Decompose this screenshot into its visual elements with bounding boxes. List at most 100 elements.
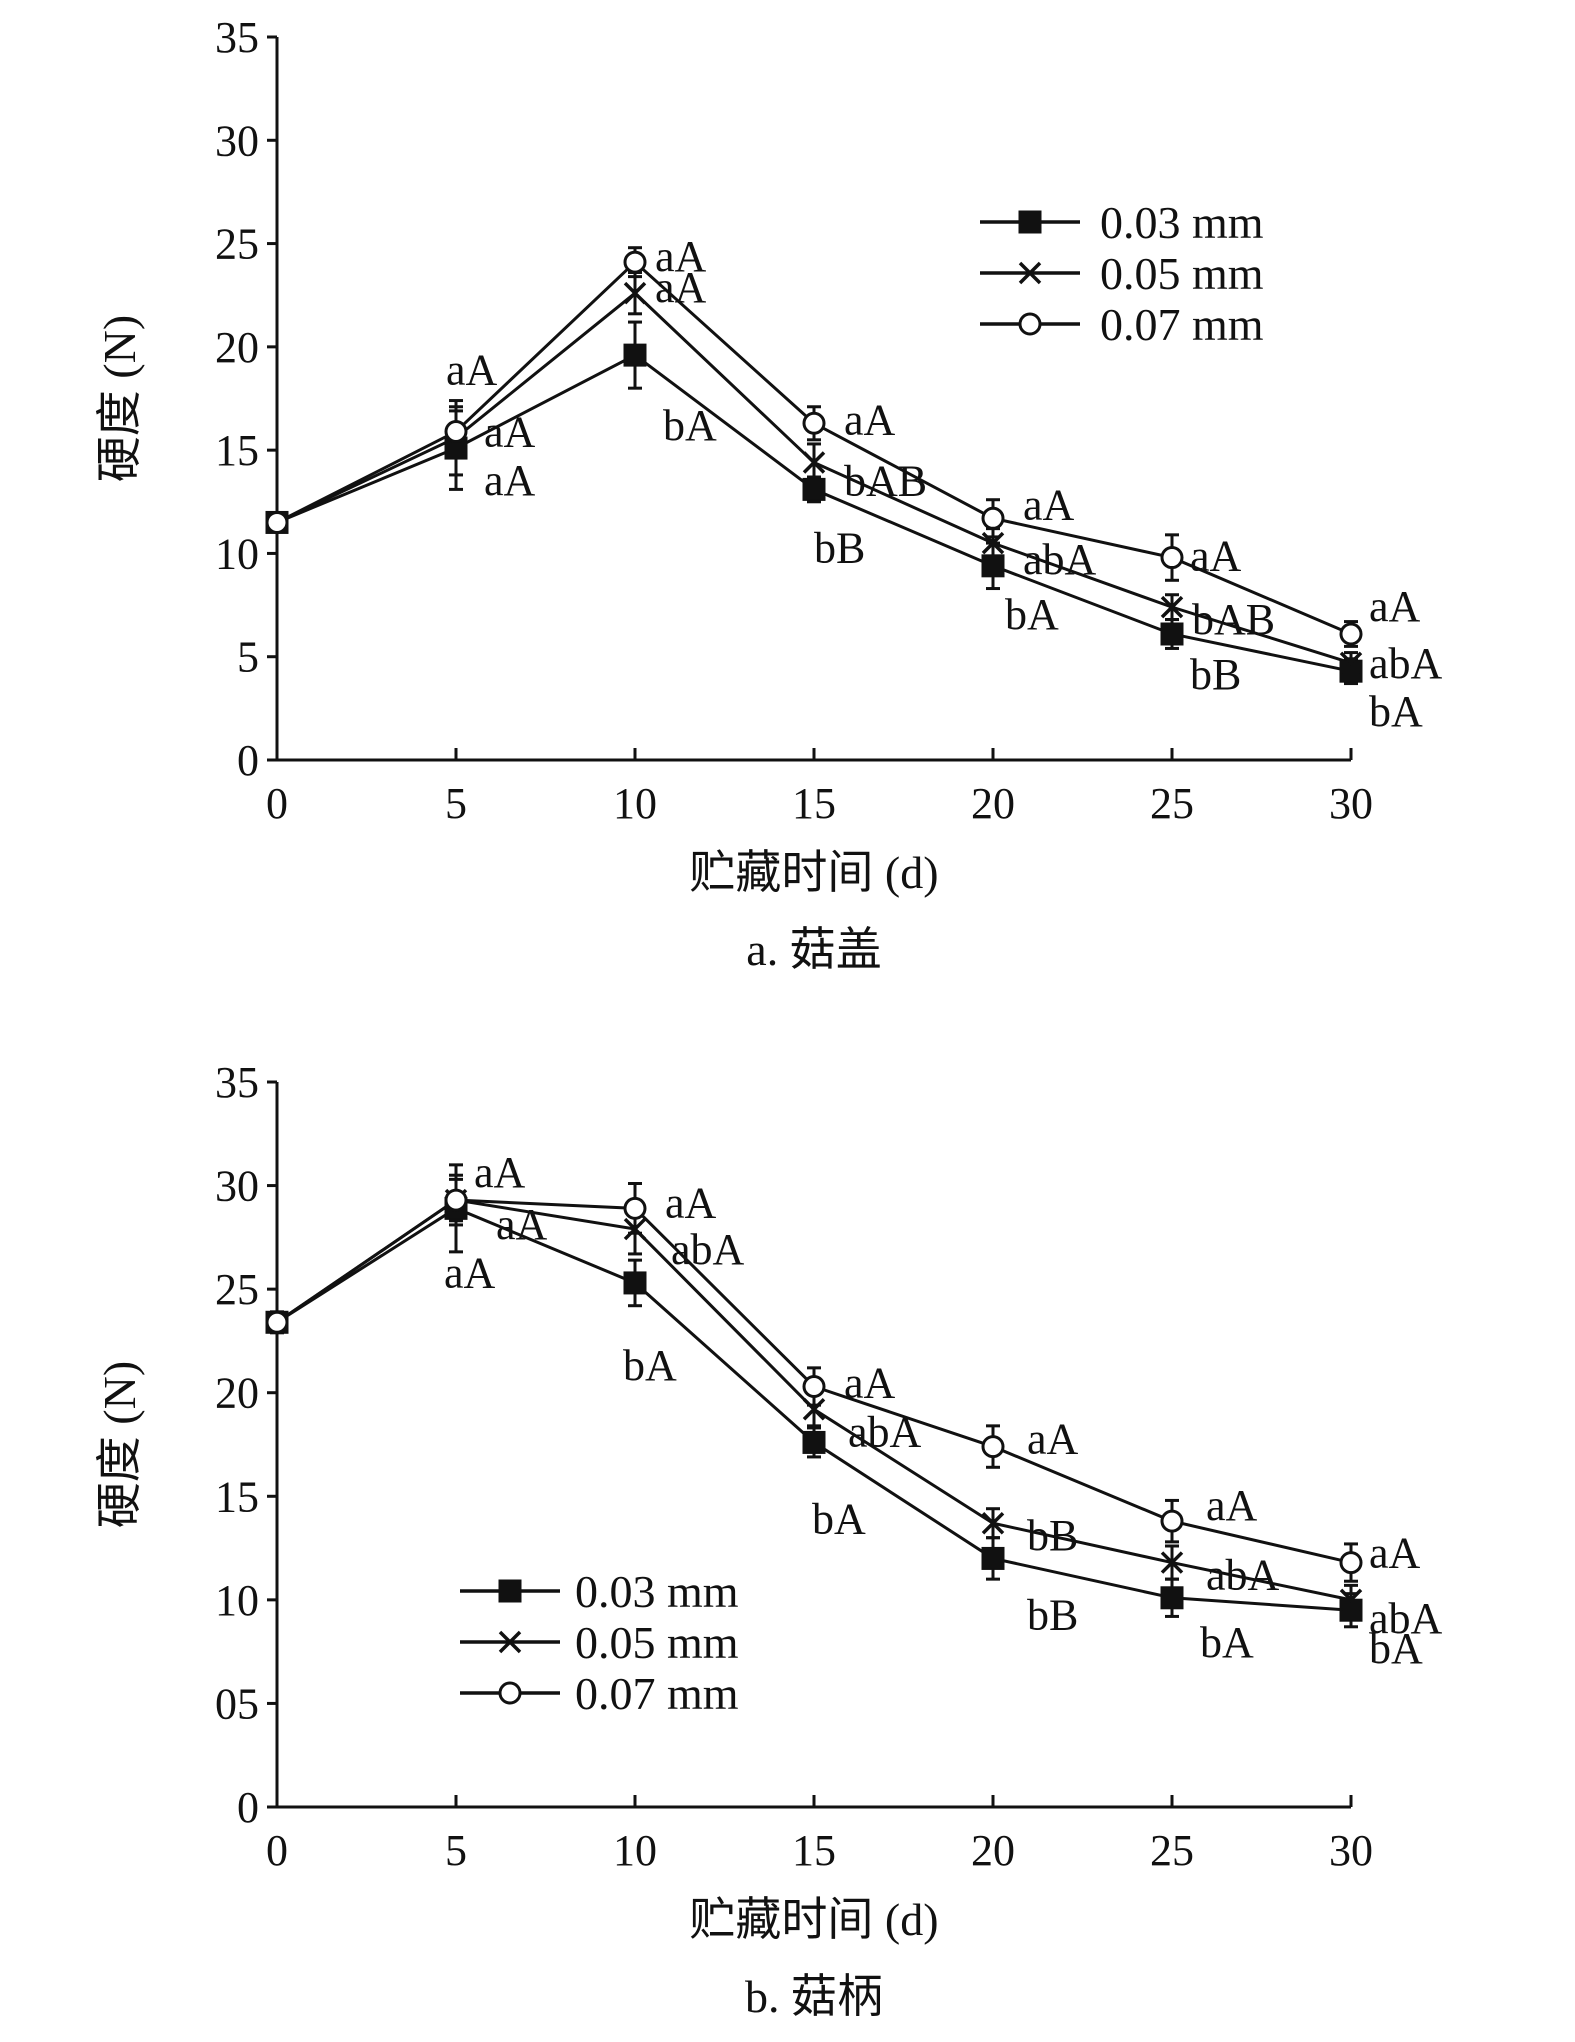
y-tick-label: 10 bbox=[215, 1576, 259, 1625]
x-tick-label: 25 bbox=[1150, 779, 1194, 828]
y-tick-label: 5 bbox=[237, 633, 259, 682]
y-tick-label: 35 bbox=[215, 13, 259, 62]
significance-label: abA bbox=[1206, 1551, 1280, 1600]
data-point bbox=[623, 1271, 647, 1295]
x-axis-title: 贮藏时间 (d) bbox=[689, 847, 938, 898]
significance-label: aA bbox=[1369, 582, 1421, 631]
data-point bbox=[1339, 1588, 1363, 1612]
y-tick-label: 15 bbox=[215, 1472, 259, 1521]
panel-caption: a. 菇盖 bbox=[746, 924, 881, 975]
significance-label: abA bbox=[1023, 535, 1097, 584]
legend-label: 0.07 mm bbox=[575, 1668, 739, 1719]
y-axis-title: 硬度 (N) bbox=[94, 315, 145, 482]
data-point bbox=[981, 506, 1005, 530]
data-point bbox=[1160, 1586, 1184, 1610]
data-point bbox=[623, 1217, 647, 1241]
data-point bbox=[981, 1511, 1005, 1535]
legend-marker bbox=[1018, 312, 1042, 336]
data-point bbox=[265, 510, 289, 534]
data-point bbox=[444, 1188, 468, 1212]
data-point bbox=[802, 1398, 826, 1421]
data-point bbox=[802, 477, 826, 501]
data-point bbox=[1339, 1551, 1363, 1575]
x-tick-label: 0 bbox=[266, 1826, 288, 1875]
data-point bbox=[444, 420, 468, 444]
data-point bbox=[1160, 1551, 1184, 1574]
significance-label: aA bbox=[444, 1248, 496, 1297]
data-point bbox=[802, 1375, 826, 1398]
data-point bbox=[981, 531, 1005, 555]
y-tick-label: 25 bbox=[215, 1265, 259, 1314]
significance-label: aA bbox=[1023, 480, 1075, 529]
data-point bbox=[623, 1196, 647, 1220]
data-point bbox=[1339, 651, 1363, 675]
x-tick-label: 30 bbox=[1329, 1826, 1373, 1875]
data-point bbox=[981, 554, 1005, 578]
x-tick-label: 10 bbox=[613, 1826, 657, 1875]
significance-label: bA bbox=[1369, 687, 1423, 736]
y-tick-label: 10 bbox=[215, 529, 259, 578]
x-tick-label: 15 bbox=[792, 1826, 836, 1875]
significance-label: aA bbox=[844, 1359, 896, 1408]
y-tick-label: 35 bbox=[215, 1058, 259, 1107]
significance-label: bA bbox=[812, 1494, 866, 1543]
significance-label: aA bbox=[1206, 1481, 1258, 1530]
chart-panel-a: 0 5 10 15 20 25 30 35 0 5 10 15 20 25 30 贮藏时间 (d) 硬度 (N)… bbox=[94, 13, 1443, 975]
legend-marker bbox=[498, 1579, 522, 1603]
legend: 0.03 mm0.05 mm0.07 mm bbox=[460, 1566, 739, 1719]
legend: 0.03 mm0.05 mm0.07 mm bbox=[980, 197, 1264, 350]
significance-label: bA bbox=[1369, 1624, 1423, 1673]
data-point bbox=[1160, 546, 1184, 570]
data-point bbox=[623, 343, 647, 367]
significance-label: aA bbox=[446, 346, 498, 395]
data-point bbox=[1160, 1509, 1184, 1533]
x-tick-label: 5 bbox=[445, 779, 467, 828]
significance-label: aA bbox=[474, 1148, 526, 1197]
data-point bbox=[1339, 1598, 1363, 1622]
significance-label: aA bbox=[1190, 532, 1242, 581]
data-point bbox=[981, 1435, 1005, 1459]
y-tick-label: 05 bbox=[215, 1679, 259, 1728]
significance-label: abA bbox=[1369, 639, 1443, 688]
x-tick-label: 15 bbox=[792, 779, 836, 828]
x-tick-label: 5 bbox=[445, 1826, 467, 1875]
data-point bbox=[265, 1310, 289, 1334]
significance-label: aA bbox=[484, 408, 536, 457]
panel-caption: b. 菇柄 bbox=[745, 1971, 883, 2022]
significance-label: bA bbox=[1005, 590, 1059, 639]
significance-label: aA bbox=[1369, 1529, 1421, 1578]
data-point bbox=[623, 281, 647, 305]
y-tick-label: 15 bbox=[215, 426, 259, 475]
x-axis-title: 贮藏时间 (d) bbox=[689, 1894, 938, 1945]
significance-label: bA bbox=[623, 1341, 677, 1390]
significance-label: aA bbox=[484, 456, 536, 505]
x-tick-label: 25 bbox=[1150, 1826, 1194, 1875]
significance-label: abA bbox=[671, 1225, 745, 1274]
significance-label: aA bbox=[655, 263, 707, 312]
series-line bbox=[276, 353, 1352, 673]
legend-label: 0.03 mm bbox=[575, 1566, 739, 1617]
significance-label: bAB bbox=[844, 457, 927, 506]
significance-label: bB bbox=[1190, 650, 1241, 699]
legend-marker bbox=[498, 1630, 522, 1654]
significance-label: bB bbox=[1027, 1590, 1078, 1639]
legend-label: 0.05 mm bbox=[1100, 248, 1264, 299]
data-point bbox=[1160, 622, 1184, 646]
x-tick-label: 30 bbox=[1329, 779, 1373, 828]
data-point bbox=[1339, 622, 1363, 646]
y-tick-label: 0 bbox=[237, 736, 259, 785]
significance-label: aA bbox=[1027, 1415, 1079, 1464]
legend-label: 0.03 mm bbox=[1100, 197, 1264, 248]
data-point bbox=[623, 250, 647, 274]
y-tick-label: 25 bbox=[215, 220, 259, 269]
x-tick-label: 10 bbox=[613, 779, 657, 828]
data-point bbox=[981, 1546, 1005, 1570]
legend-label: 0.05 mm bbox=[575, 1617, 739, 1668]
x-tick-label: 0 bbox=[266, 779, 288, 828]
x-tick-label: 20 bbox=[971, 1826, 1015, 1875]
data-point bbox=[1339, 659, 1363, 683]
x-tick-label: 20 bbox=[971, 779, 1015, 828]
